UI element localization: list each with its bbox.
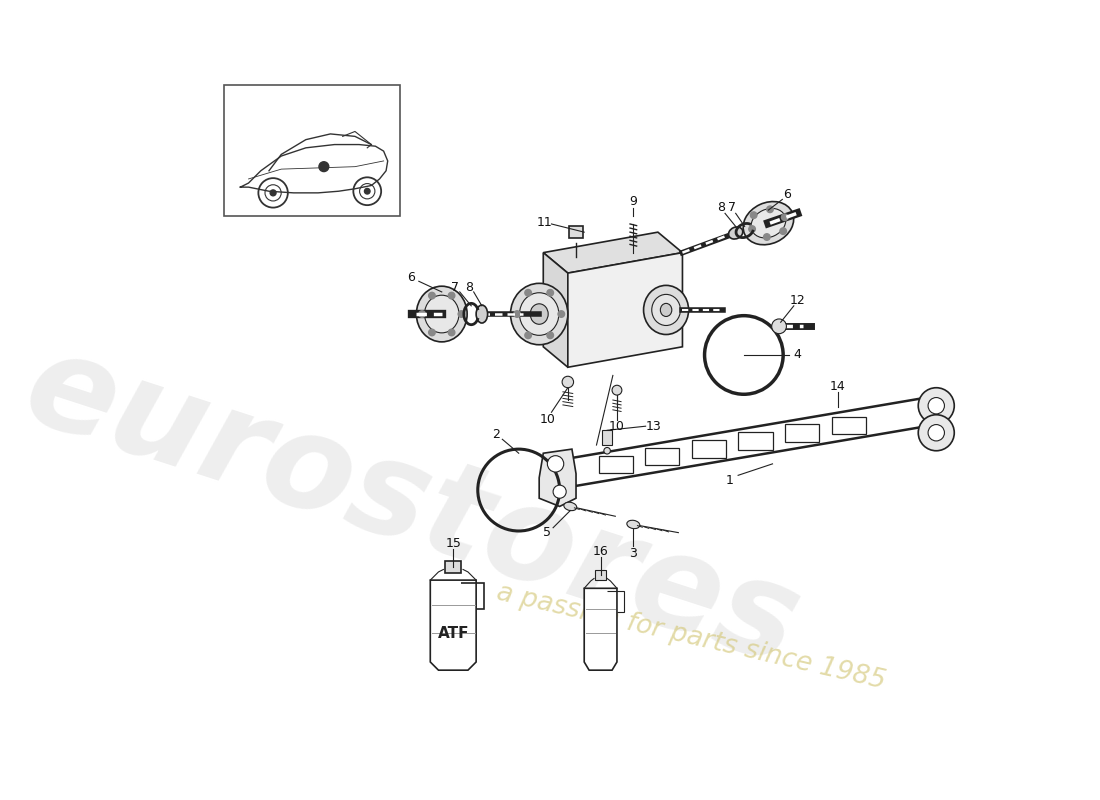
Circle shape bbox=[763, 234, 770, 240]
Text: 6: 6 bbox=[783, 188, 791, 201]
Text: 5: 5 bbox=[543, 526, 551, 539]
Ellipse shape bbox=[530, 304, 548, 324]
Ellipse shape bbox=[417, 286, 467, 342]
Text: 8: 8 bbox=[717, 201, 725, 214]
Circle shape bbox=[429, 292, 436, 299]
Text: 1: 1 bbox=[726, 474, 734, 486]
Circle shape bbox=[928, 398, 945, 414]
Ellipse shape bbox=[660, 303, 672, 317]
Text: 7: 7 bbox=[451, 281, 459, 294]
Circle shape bbox=[562, 376, 573, 388]
Circle shape bbox=[781, 214, 788, 221]
Circle shape bbox=[928, 425, 945, 441]
Ellipse shape bbox=[510, 283, 568, 345]
Circle shape bbox=[429, 329, 436, 336]
Bar bbox=[446, 562, 461, 573]
Circle shape bbox=[271, 190, 276, 196]
Circle shape bbox=[612, 386, 621, 395]
Text: 14: 14 bbox=[830, 379, 846, 393]
Circle shape bbox=[449, 329, 455, 336]
Circle shape bbox=[525, 290, 531, 296]
Text: 11: 11 bbox=[537, 216, 553, 229]
Text: 8: 8 bbox=[465, 281, 474, 294]
Ellipse shape bbox=[627, 520, 640, 529]
Text: 2: 2 bbox=[492, 428, 499, 441]
Polygon shape bbox=[692, 440, 726, 458]
Text: eurostores: eurostores bbox=[10, 322, 815, 691]
Circle shape bbox=[767, 206, 773, 213]
Polygon shape bbox=[598, 456, 632, 474]
Text: 9: 9 bbox=[629, 195, 637, 208]
Circle shape bbox=[419, 310, 426, 318]
Polygon shape bbox=[738, 433, 772, 450]
Circle shape bbox=[558, 310, 564, 318]
Bar bbox=[595, 570, 606, 580]
Circle shape bbox=[547, 290, 553, 296]
Polygon shape bbox=[430, 580, 476, 670]
Ellipse shape bbox=[519, 293, 559, 335]
Text: 4: 4 bbox=[793, 349, 801, 362]
Text: 10: 10 bbox=[539, 413, 556, 426]
Circle shape bbox=[749, 226, 756, 232]
Circle shape bbox=[780, 228, 786, 234]
Circle shape bbox=[364, 189, 370, 194]
Text: 13: 13 bbox=[646, 420, 662, 433]
Circle shape bbox=[525, 332, 531, 338]
Polygon shape bbox=[832, 417, 866, 434]
Ellipse shape bbox=[476, 305, 487, 323]
Bar bbox=[224, 85, 400, 216]
Text: 12: 12 bbox=[789, 294, 805, 307]
Text: 7: 7 bbox=[727, 201, 736, 214]
Ellipse shape bbox=[644, 286, 689, 334]
Circle shape bbox=[319, 162, 329, 171]
Circle shape bbox=[547, 332, 553, 338]
Ellipse shape bbox=[425, 295, 459, 333]
Circle shape bbox=[750, 212, 757, 218]
Ellipse shape bbox=[744, 202, 794, 245]
Ellipse shape bbox=[564, 502, 576, 510]
Circle shape bbox=[772, 319, 786, 334]
Polygon shape bbox=[543, 232, 682, 273]
Ellipse shape bbox=[652, 294, 681, 326]
Circle shape bbox=[514, 310, 520, 318]
Circle shape bbox=[918, 414, 955, 450]
Polygon shape bbox=[785, 425, 820, 442]
Circle shape bbox=[553, 485, 566, 498]
Bar bbox=[570, 226, 583, 238]
Ellipse shape bbox=[728, 227, 743, 239]
Circle shape bbox=[449, 292, 455, 299]
Polygon shape bbox=[568, 253, 682, 367]
Ellipse shape bbox=[751, 209, 785, 238]
Circle shape bbox=[918, 388, 955, 424]
Text: 15: 15 bbox=[446, 537, 461, 550]
Text: 10: 10 bbox=[609, 420, 625, 433]
Polygon shape bbox=[539, 449, 576, 506]
Circle shape bbox=[548, 456, 563, 472]
Text: 16: 16 bbox=[593, 545, 608, 558]
Text: 3: 3 bbox=[629, 546, 637, 559]
Text: 6: 6 bbox=[407, 270, 415, 284]
Polygon shape bbox=[543, 253, 568, 367]
Circle shape bbox=[458, 310, 464, 318]
Polygon shape bbox=[645, 448, 680, 466]
Polygon shape bbox=[584, 588, 617, 670]
Text: a passion for parts since 1985: a passion for parts since 1985 bbox=[494, 580, 888, 695]
Text: ATF: ATF bbox=[438, 626, 469, 641]
Bar bbox=[602, 430, 612, 445]
Circle shape bbox=[604, 447, 611, 454]
